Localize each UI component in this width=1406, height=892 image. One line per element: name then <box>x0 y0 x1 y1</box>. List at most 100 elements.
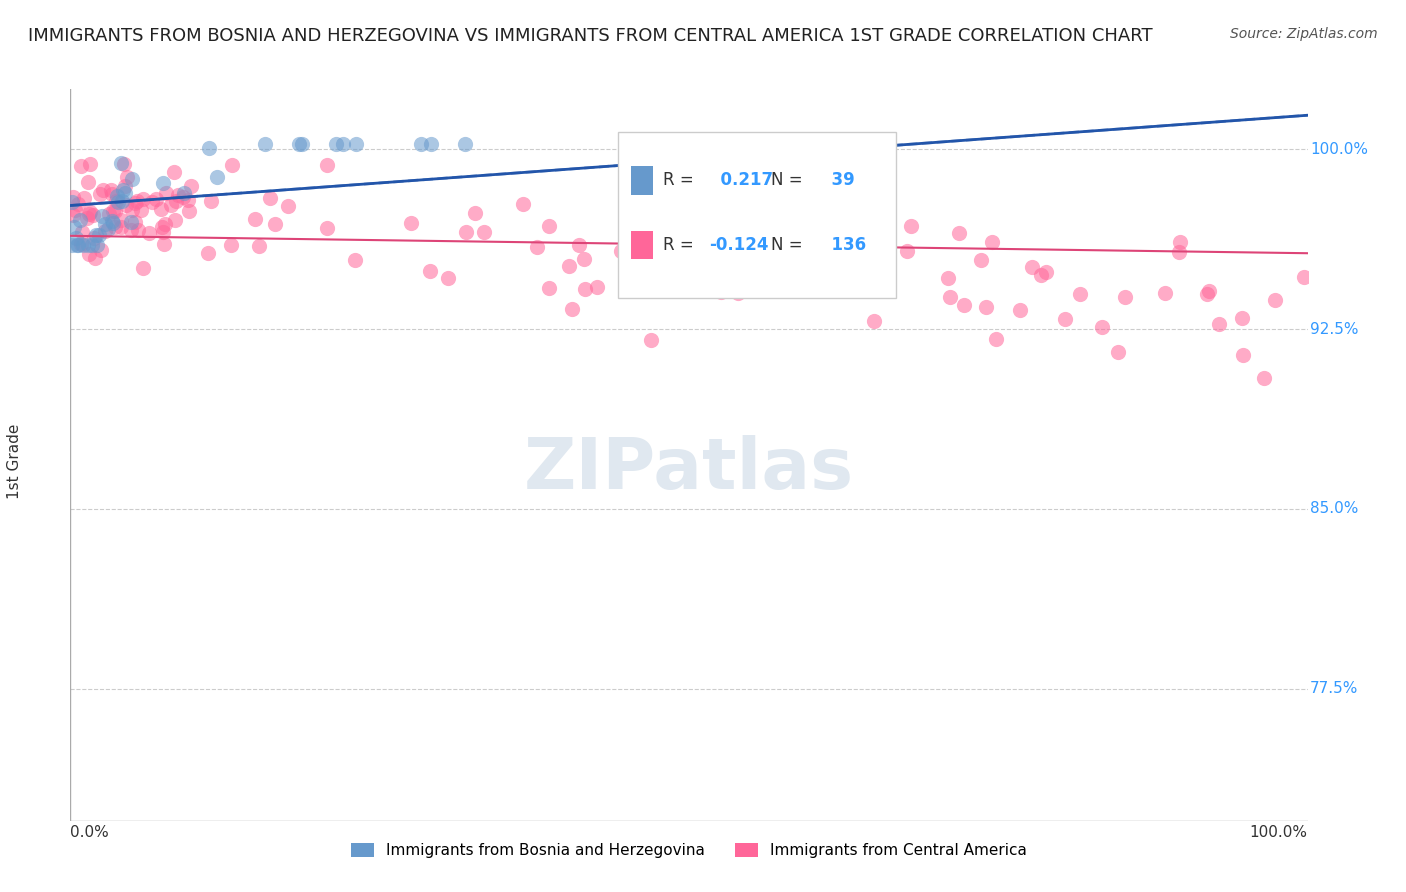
Point <box>454 225 477 239</box>
Point <box>277 199 299 213</box>
Point <box>152 236 174 251</box>
Point <box>112 183 135 197</box>
Point <box>1232 348 1254 362</box>
Text: ZIPatlas: ZIPatlas <box>524 435 853 504</box>
Point <box>120 215 142 229</box>
Text: 100.0%: 100.0% <box>1250 825 1308 840</box>
Point <box>896 244 918 259</box>
Point <box>200 194 222 209</box>
Point <box>205 169 228 184</box>
Text: 77.5%: 77.5% <box>1310 681 1358 697</box>
Point <box>710 285 733 300</box>
Point <box>1035 265 1057 279</box>
Text: N =: N = <box>770 171 803 189</box>
Point <box>245 212 267 227</box>
Point <box>538 219 561 233</box>
Point <box>115 169 138 184</box>
Point <box>121 202 143 217</box>
Point <box>177 203 200 218</box>
Text: N =: N = <box>770 236 803 254</box>
Point <box>1197 286 1219 301</box>
Point <box>72 191 94 205</box>
Point <box>173 186 195 200</box>
Point <box>76 238 98 252</box>
Point <box>91 183 114 197</box>
FancyBboxPatch shape <box>631 231 652 260</box>
Point <box>512 197 534 211</box>
Point <box>835 227 858 241</box>
Point <box>103 216 125 230</box>
Point <box>1153 286 1175 301</box>
Point <box>160 197 183 211</box>
Point <box>558 259 581 273</box>
Point <box>1292 270 1315 285</box>
Point <box>62 190 84 204</box>
Text: R =: R = <box>664 236 693 254</box>
Point <box>811 277 834 292</box>
Point <box>574 282 596 296</box>
Point <box>89 187 111 202</box>
Text: 39: 39 <box>820 171 855 189</box>
Point <box>1198 284 1220 298</box>
Point <box>344 137 367 152</box>
Point <box>863 314 886 328</box>
Point <box>101 187 124 202</box>
Point <box>624 230 647 244</box>
Text: Source: ZipAtlas.com: Source: ZipAtlas.com <box>1230 27 1378 41</box>
Point <box>264 217 287 231</box>
Point <box>91 210 114 224</box>
Point <box>112 157 135 171</box>
Text: IMMIGRANTS FROM BOSNIA AND HERZEGOVINA VS IMMIGRANTS FROM CENTRAL AMERICA 1ST GR: IMMIGRANTS FROM BOSNIA AND HERZEGOVINA V… <box>28 27 1153 45</box>
Point <box>610 244 633 259</box>
Point <box>97 222 120 236</box>
Point <box>948 226 970 240</box>
Point <box>454 137 477 152</box>
Point <box>1253 371 1275 385</box>
Point <box>436 271 458 285</box>
Point <box>851 262 873 277</box>
Point <box>105 189 128 203</box>
Point <box>77 175 100 189</box>
Point <box>69 212 91 227</box>
Point <box>776 246 799 260</box>
Point <box>150 220 173 235</box>
Point <box>664 236 686 251</box>
Point <box>60 194 83 209</box>
Point <box>1069 287 1091 301</box>
Point <box>101 203 124 218</box>
Point <box>104 194 127 208</box>
Point <box>167 188 190 202</box>
Point <box>643 204 665 219</box>
Text: 92.5%: 92.5% <box>1310 321 1358 336</box>
Text: 100.0%: 100.0% <box>1310 142 1368 157</box>
Point <box>259 191 281 205</box>
Text: 136: 136 <box>820 236 866 254</box>
Point <box>145 192 167 206</box>
Point <box>419 263 441 277</box>
Point <box>640 334 662 348</box>
Point <box>84 227 107 242</box>
Point <box>86 238 108 252</box>
Point <box>526 240 548 254</box>
Point <box>247 238 270 252</box>
Point <box>104 220 127 235</box>
Point <box>1021 260 1043 274</box>
Point <box>79 204 101 219</box>
FancyBboxPatch shape <box>619 132 896 298</box>
Point <box>980 235 1002 249</box>
Point <box>84 251 107 265</box>
Point <box>197 246 219 260</box>
Point <box>63 202 86 217</box>
Text: R =: R = <box>664 171 693 189</box>
Point <box>152 226 174 240</box>
Point <box>93 224 115 238</box>
Point <box>89 227 111 242</box>
Point <box>537 281 560 295</box>
Point <box>420 137 443 152</box>
Point <box>76 211 98 225</box>
Point <box>107 195 129 210</box>
Point <box>129 202 152 217</box>
Point <box>332 137 354 152</box>
Point <box>287 137 309 152</box>
Point <box>984 332 1007 346</box>
